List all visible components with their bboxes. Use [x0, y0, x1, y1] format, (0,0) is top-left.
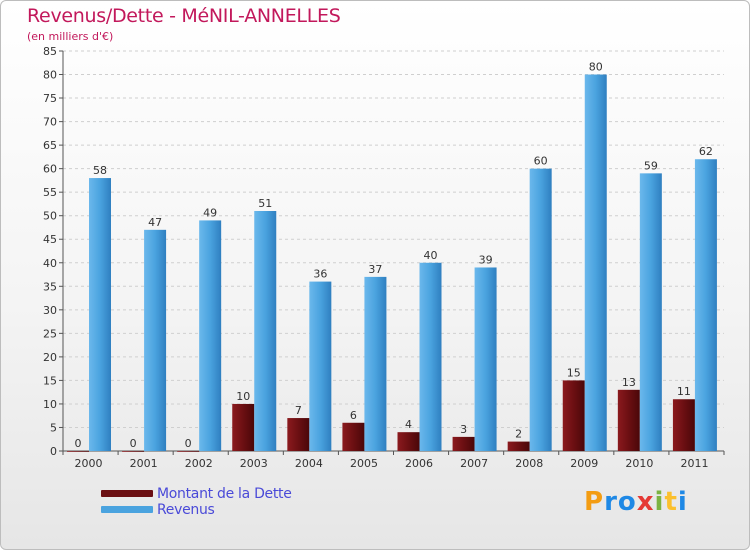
bar-dette [67, 451, 89, 452]
logo-letter: i [654, 487, 665, 517]
data-label-dette: 0 [185, 437, 192, 450]
logo-letter: i [677, 487, 688, 517]
bar-revenus [199, 220, 222, 451]
data-label-revenus: 39 [479, 253, 493, 266]
data-label-revenus: 51 [258, 197, 272, 210]
bar-dette [232, 403, 255, 451]
chart-subtitle: (en milliers d'€) [27, 30, 114, 43]
data-label-revenus: 37 [368, 263, 382, 276]
x-tick-label: 2006 [405, 457, 433, 470]
data-label-revenus: 62 [699, 145, 713, 158]
y-tick-label: 60 [43, 163, 57, 176]
data-label-dette: 2 [515, 428, 522, 441]
y-tick-label: 65 [43, 139, 57, 152]
x-tick-label: 2007 [460, 457, 488, 470]
bar-revenus [419, 262, 442, 451]
x-tick-label: 2002 [185, 457, 213, 470]
logo-letter: x [636, 487, 655, 517]
data-label-revenus: 60 [534, 155, 548, 168]
y-tick-label: 80 [43, 69, 57, 82]
data-label-dette: 10 [236, 390, 250, 403]
bar-revenus [474, 267, 497, 451]
y-tick-label: 55 [43, 186, 57, 199]
y-tick-label: 30 [43, 304, 57, 317]
bar-dette [287, 418, 310, 451]
x-tick-label: 2009 [570, 457, 598, 470]
legend-label-dette: Montant de la Dette [157, 486, 292, 502]
bar-revenus [144, 229, 167, 451]
y-tick-label: 50 [43, 210, 57, 223]
bar-dette [452, 436, 475, 451]
bar-dette [507, 441, 530, 451]
proxiti-logo: Proxiti [584, 487, 688, 517]
data-label-revenus: 80 [589, 61, 603, 74]
x-tick-label: 2005 [350, 457, 378, 470]
y-tick-label: 75 [43, 92, 57, 105]
y-tick-label: 10 [43, 398, 57, 411]
bar-dette [397, 432, 420, 451]
logo-letter: P [584, 487, 605, 517]
y-tick-label: 15 [43, 374, 57, 387]
x-tick-label: 2011 [680, 457, 708, 470]
x-tick-label: 2001 [130, 457, 158, 470]
y-tick-label: 85 [43, 45, 57, 58]
logo-letter: o [617, 487, 637, 517]
y-tick-label: 70 [43, 116, 57, 129]
logo-letter: t [664, 487, 678, 517]
data-label-revenus: 59 [644, 159, 658, 172]
bar-dette [617, 389, 640, 451]
data-label-revenus: 49 [203, 206, 217, 219]
bar-revenus [309, 281, 332, 451]
bar-dette [177, 451, 200, 452]
bar-revenus [694, 159, 717, 451]
legend-swatch-dette [101, 490, 153, 497]
bar-dette [122, 451, 145, 452]
y-tick-label: 0 [50, 445, 57, 458]
x-tick-label: 2010 [625, 457, 653, 470]
data-label-dette: 0 [130, 437, 137, 450]
y-tick-label: 5 [50, 421, 57, 434]
data-label-dette: 6 [350, 409, 357, 422]
data-label-revenus: 47 [148, 216, 162, 229]
data-label-revenus: 36 [313, 268, 327, 281]
y-tick-label: 45 [43, 233, 57, 246]
data-label-dette: 4 [405, 418, 412, 431]
data-label-dette: 0 [75, 437, 82, 450]
x-tick-label: 2000 [75, 457, 103, 470]
bar-revenus [254, 211, 277, 451]
y-tick-label: 25 [43, 327, 57, 340]
data-label-dette: 15 [567, 366, 581, 379]
y-tick-label: 35 [43, 280, 57, 293]
bar-revenus [89, 178, 111, 451]
y-tick-label: 40 [43, 257, 57, 270]
data-label-revenus: 40 [424, 249, 438, 262]
data-label-revenus: 58 [93, 164, 107, 177]
x-tick-label: 2004 [295, 457, 323, 470]
bar-revenus [529, 168, 552, 451]
bar-dette [672, 399, 695, 451]
logo-letter: r [604, 487, 618, 517]
data-label-dette: 3 [460, 423, 467, 436]
bar-revenus [584, 74, 607, 451]
data-label-dette: 11 [677, 385, 691, 398]
bar-revenus [364, 276, 387, 451]
bar-dette [562, 380, 585, 451]
legend-swatch-revenus [101, 506, 153, 513]
data-label-dette: 7 [295, 404, 302, 417]
data-label-dette: 13 [622, 376, 636, 389]
chart-title: Revenus/Dette - MéNIL-ANNELLES [27, 5, 341, 27]
bar-revenus [639, 173, 662, 451]
x-tick-label: 2003 [240, 457, 268, 470]
bar-dette [342, 422, 365, 451]
y-tick-label: 20 [43, 351, 57, 364]
x-tick-label: 2008 [515, 457, 543, 470]
legend-label-revenus: Revenus [157, 502, 215, 518]
